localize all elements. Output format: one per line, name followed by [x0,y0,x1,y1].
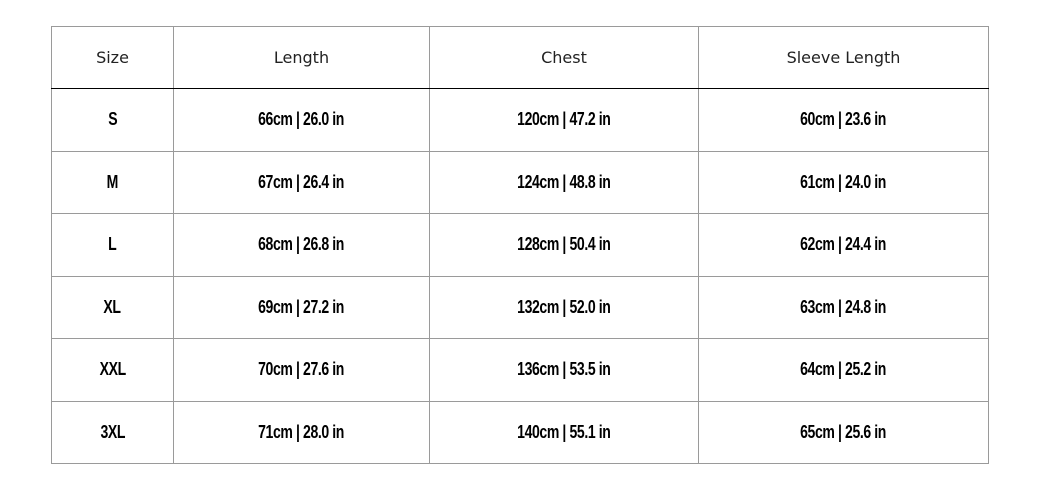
size-chart-table: Size Length Chest Sleeve Length S 66cm | … [51,26,989,464]
cell-value: L [108,234,117,255]
cell-value: 140cm | 55.1 in [517,421,611,442]
cell-value: 124cm | 48.8 in [517,171,611,192]
cell-length: 71cm | 28.0 in [173,400,430,464]
cell-value: 66cm | 26.0 in [258,109,345,130]
cell-length: 67cm | 26.4 in [173,150,430,214]
cell-sleeve-length: 63cm | 24.8 in [698,275,989,339]
cell-value: 64cm | 25.2 in [800,359,887,380]
table-row: 3XL 71cm | 28.0 in 140cm | 55.1 in 65cm | 2… [51,400,989,464]
cell-value: 71cm | 28.0 in [258,421,345,442]
cell-length: 70cm | 27.6 in [173,338,430,402]
cell-value: 68cm | 26.8 in [258,234,345,255]
header-length: Length [173,26,430,89]
cell-sleeve-length: 60cm | 23.6 in [698,88,989,152]
cell-sleeve-length: 65cm | 25.6 in [698,400,989,464]
cell-value: 62cm | 24.4 in [800,234,887,255]
cell-length: 66cm | 26.0 in [173,88,430,152]
cell-value: 67cm | 26.4 in [258,171,345,192]
cell-value: XL [103,296,122,317]
cell-chest: 128cm | 50.4 in [429,213,699,277]
table-row: XL 69cm | 27.2 in 132cm | 52.0 in 63cm | 24… [51,275,989,339]
table-row: M 67cm | 26.4 in 124cm | 48.8 in 61cm | 24.… [51,150,989,214]
cell-size: XXL [51,338,174,402]
cell-value: 63cm | 24.8 in [800,296,887,317]
cell-chest: 132cm | 52.0 in [429,275,699,339]
header-sleeve-length: Sleeve Length [698,26,989,89]
table-row: L 68cm | 26.8 in 128cm | 50.4 in 62cm | 24.… [51,213,989,277]
cell-chest: 136cm | 53.5 in [429,338,699,402]
cell-chest: 124cm | 48.8 in [429,150,699,214]
cell-value: 60cm | 23.6 in [800,109,887,130]
cell-chest: 140cm | 55.1 in [429,400,699,464]
cell-value: 69cm | 27.2 in [258,296,345,317]
cell-value: M [106,171,119,192]
cell-value: S [108,109,117,130]
table-row: XXL 70cm | 27.6 in 136cm | 53.5 in 64cm | 2… [51,338,989,402]
cell-length: 68cm | 26.8 in [173,213,430,277]
cell-value: 61cm | 24.0 in [800,171,887,192]
cell-size: L [51,213,174,277]
cell-sleeve-length: 61cm | 24.0 in [698,150,989,214]
cell-sleeve-length: 64cm | 25.2 in [698,338,989,402]
cell-value: XXL [99,359,126,380]
cell-size: XL [51,275,174,339]
cell-value: 3XL [100,421,125,442]
cell-size: M [51,150,174,214]
table-row: S 66cm | 26.0 in 120cm | 47.2 in 60cm | 23.… [51,88,989,152]
cell-value: 65cm | 25.6 in [800,421,887,442]
cell-size: 3XL [51,400,174,464]
cell-value: 128cm | 50.4 in [517,234,611,255]
cell-value: 136cm | 53.5 in [517,359,611,380]
cell-value: 120cm | 47.2 in [517,109,611,130]
cell-length: 69cm | 27.2 in [173,275,430,339]
cell-size: S [51,88,174,152]
header-size: Size [51,26,174,89]
cell-value: 70cm | 27.6 in [258,359,345,380]
header-row: Size Length Chest Sleeve Length [51,26,989,89]
cell-chest: 120cm | 47.2 in [429,88,699,152]
cell-sleeve-length: 62cm | 24.4 in [698,213,989,277]
cell-value: 132cm | 52.0 in [517,296,611,317]
header-chest: Chest [429,26,699,89]
